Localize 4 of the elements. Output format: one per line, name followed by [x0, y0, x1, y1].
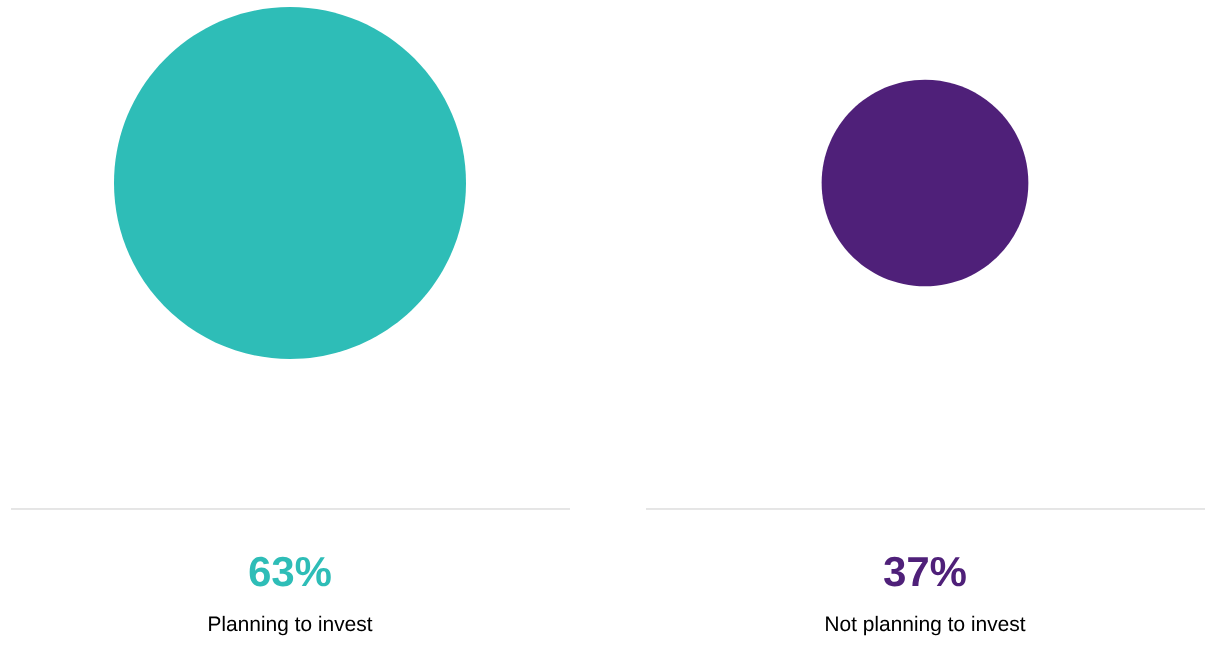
- data-label: 37%: [884, 556, 966, 587]
- category-label: Planning to invest: [209, 615, 373, 636]
- data-label: 63%: [249, 556, 331, 587]
- category-label: Not planning to invest: [826, 615, 1026, 636]
